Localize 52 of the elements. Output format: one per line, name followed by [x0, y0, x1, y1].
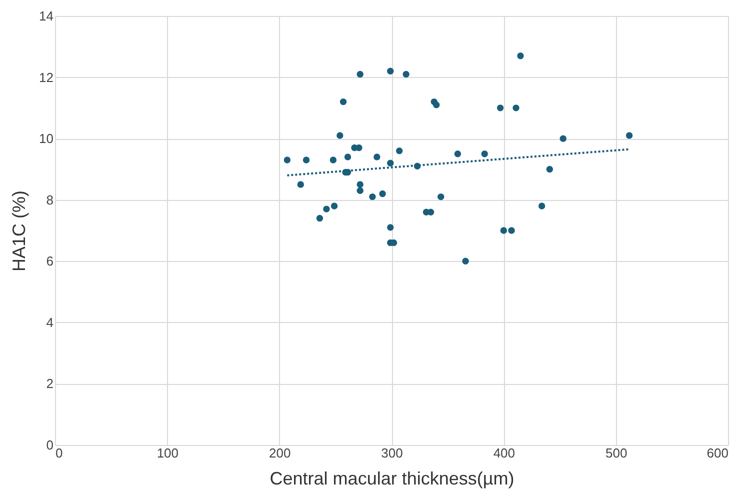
point: [496, 104, 504, 112]
point: [387, 160, 394, 166]
point: [316, 214, 324, 222]
x-tick-label: 100: [156, 446, 179, 460]
x-tick-label: 300: [381, 446, 403, 460]
x-tick-label: 400: [493, 446, 516, 460]
point: [396, 147, 403, 154]
x-tick-label: 0: [56, 446, 63, 460]
point: [387, 68, 394, 75]
point: [340, 98, 347, 106]
x-tick-label: 500: [605, 446, 628, 460]
point: [356, 144, 362, 152]
point: [438, 193, 444, 200]
point: [369, 193, 376, 200]
y-tick-label: 10: [39, 131, 54, 146]
x-tick-label: 600: [706, 446, 728, 460]
point: [546, 166, 554, 173]
y-tick-label: 8: [46, 192, 54, 208]
point: [454, 150, 462, 158]
point: [462, 258, 469, 264]
y-tick-label: 2: [46, 376, 54, 392]
point: [336, 132, 344, 139]
point: [512, 104, 520, 112]
point: [500, 227, 508, 234]
y-tick-label: 6: [46, 254, 54, 269]
point: [284, 156, 291, 164]
x-tick-label: 200: [268, 446, 291, 460]
point: [330, 202, 338, 210]
point: [344, 154, 352, 160]
point: [517, 52, 524, 60]
point: [402, 70, 410, 78]
point: [323, 206, 330, 212]
point: [626, 132, 633, 139]
y-tick-label: 12: [39, 70, 54, 85]
point: [330, 156, 337, 164]
point: [356, 187, 364, 194]
point: [387, 224, 394, 231]
point: [379, 190, 386, 198]
point: [538, 202, 546, 210]
point: [481, 150, 488, 158]
y-axis-title: HA1C (%): [9, 190, 30, 272]
point: [508, 227, 515, 234]
point: [374, 154, 380, 160]
point: [356, 181, 364, 188]
y-tick-label: 14: [39, 8, 54, 24]
point: [433, 102, 440, 108]
point: [297, 181, 304, 188]
y-tick-label: 4: [46, 314, 54, 330]
point: [560, 135, 566, 142]
x-axis-title: Central macular thickness(µm): [270, 468, 514, 488]
point: [302, 156, 310, 164]
point: [356, 70, 364, 78]
